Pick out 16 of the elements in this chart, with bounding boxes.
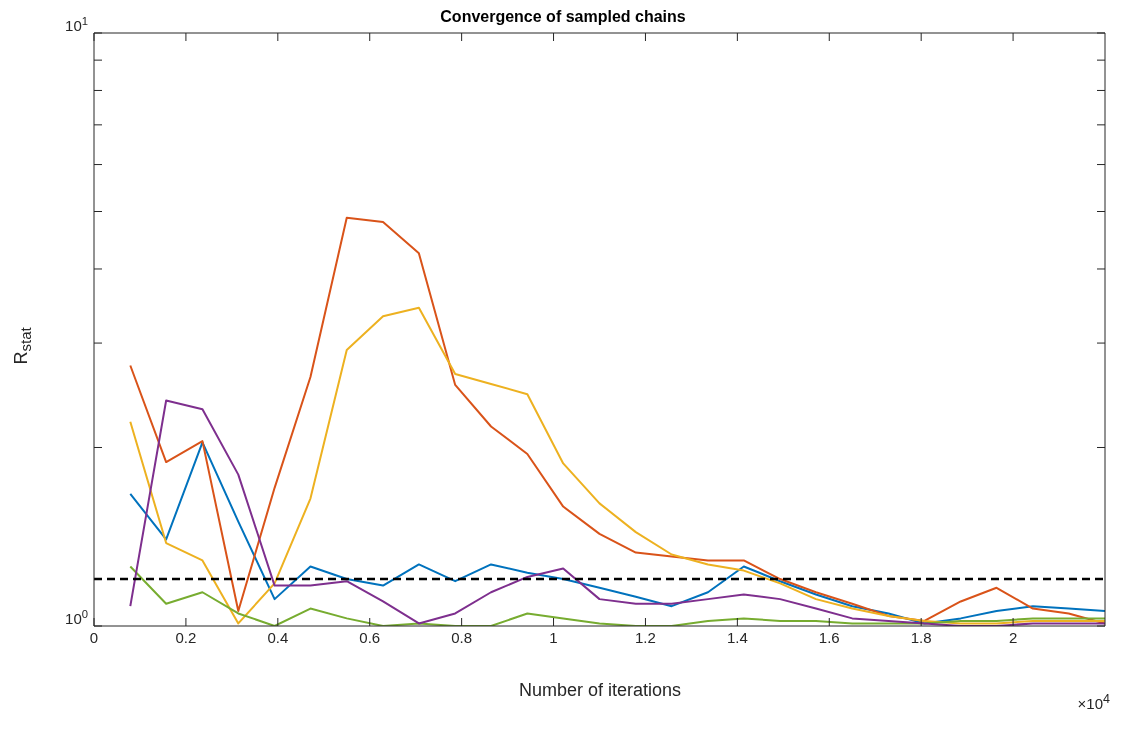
x-tick-label: 0 [89, 628, 99, 646]
x-tick-label: 0.2 [175, 628, 197, 646]
chart-title: Convergence of sampled chains [440, 8, 686, 25]
x-tick-label: 0.4 [267, 628, 289, 646]
x-tick-label: 1.8 [910, 628, 932, 646]
x-tick-label: 2 [1008, 628, 1018, 646]
y-tick-label: 10$^{0}$ [65, 608, 88, 627]
x-tick-label: 0.8 [451, 628, 473, 646]
x-axis-title: Number of iterations [518, 680, 682, 700]
x-tick-label: 1 [549, 628, 558, 646]
x-tick-label: 1.6 [818, 628, 840, 646]
x-tick-label: 0.6 [359, 628, 381, 646]
x-tick-label: 1.4 [726, 628, 748, 646]
x-tick-label: 1.2 [635, 628, 656, 646]
text: ×10$^{4}$ [1077, 692, 1110, 712]
y-tick-label: 10$^{1}$ [65, 15, 88, 34]
